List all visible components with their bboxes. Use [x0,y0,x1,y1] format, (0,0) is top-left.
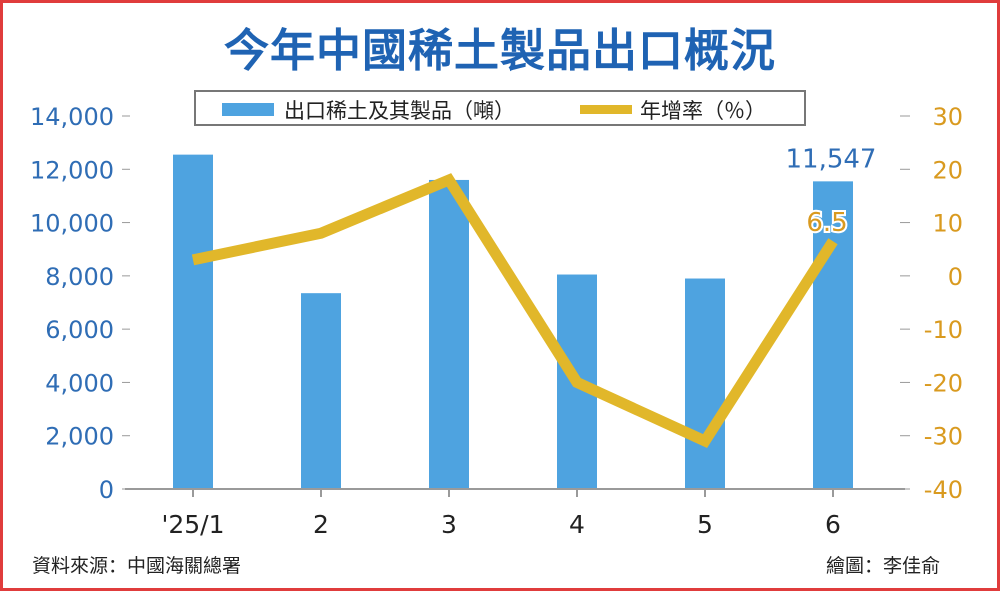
left-axis-tick-label: 6,000 [45,316,114,344]
left-axis-tick-label: 14,000 [30,103,114,131]
line-value-label: 6.5 [806,208,847,238]
credit-note: 繪圖：李佳俞 [826,555,941,577]
right-axis-tick-label: -20 [924,369,963,397]
growth-rate-line [191,173,838,449]
x-axis-tick-label: 5 [697,510,713,539]
left-axis-tick-label: 4,000 [45,369,114,397]
x-axis-tick-label: 3 [441,510,457,539]
bar [173,154,213,489]
right-axis-tick-label: 0 [948,263,963,291]
chart-title: 今年中國稀土製品出口概況 [223,24,776,77]
bar [429,179,469,489]
right-axis-tick-label: -10 [924,316,963,344]
legend-bar-label: 出口稀土及其製品（噸） [284,99,515,123]
bar [301,293,341,489]
left-axis-tick-label: 8,000 [45,263,114,291]
x-axis-tick-label: '25/1 [161,510,224,539]
source-note: 資料來源：中國海關總署 [32,555,242,577]
left-axis-tick-label: 12,000 [30,156,114,184]
legend: 出口稀土及其製品（噸） 年增率（％） [194,90,806,126]
x-axis-tick-label: 4 [569,510,585,539]
left-axis-tick-label: 10,000 [30,210,114,238]
bar [813,181,853,490]
legend-line-swatch [580,105,632,114]
x-axis-tick-label: 2 [313,510,329,539]
right-axis-tick-label: -40 [924,476,963,504]
right-axis-tick-label: -30 [924,423,963,451]
bar-value-label: 11,547 [786,144,877,174]
right-axis-tick-label: 20 [932,156,963,184]
left-axis-tick-label: 0 [99,476,114,504]
bar [685,278,725,489]
x-axis-tick-label: 6 [825,510,841,539]
left-axis-tick-label: 2,000 [45,423,114,451]
right-axis-tick-label: 10 [932,210,963,238]
legend-bar-swatch [222,103,274,116]
right-axis-tick-label: 30 [932,103,963,131]
legend-line-label: 年增率（％） [640,99,766,123]
